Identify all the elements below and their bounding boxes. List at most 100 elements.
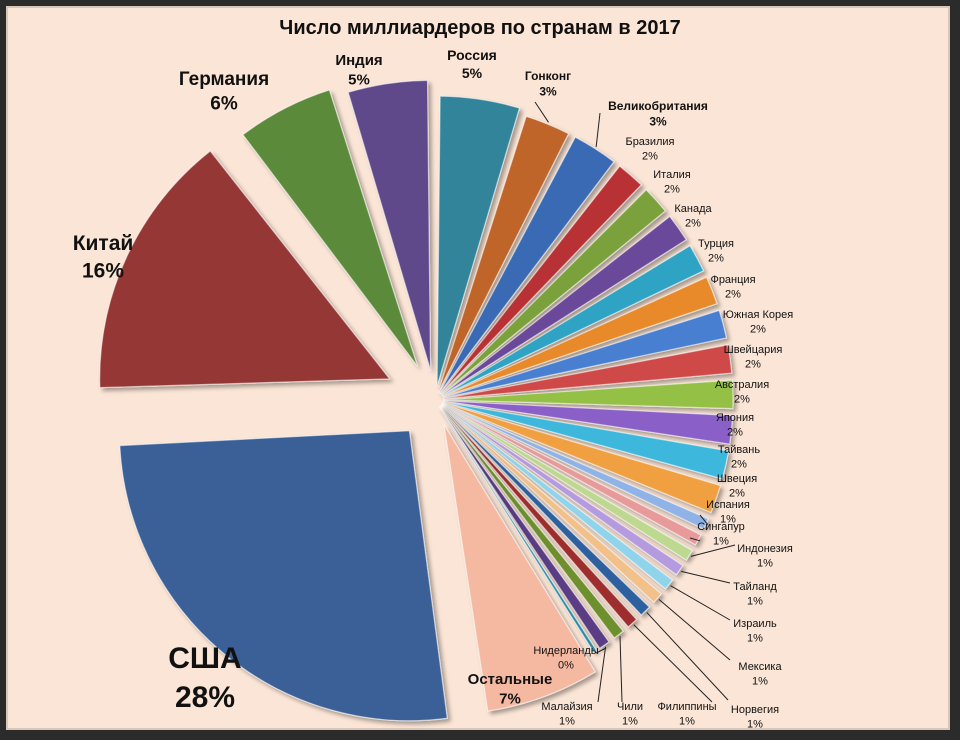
leader-line-19	[658, 599, 731, 661]
slice-value-1: 3%	[539, 85, 557, 99]
slice-value-12: 2%	[731, 458, 747, 470]
slice-label-17: Тайланд	[733, 581, 777, 593]
slice-value-25: 7%	[499, 691, 521, 708]
slice-0	[436, 95, 521, 387]
slice-value-28: 6%	[210, 94, 238, 115]
slice-label-27: Китай	[73, 232, 134, 255]
slice-value-13: 2%	[729, 487, 745, 499]
slice-value-0: 5%	[462, 65, 483, 81]
leader-line-24	[595, 647, 607, 654]
slice-value-21: 1%	[679, 715, 695, 727]
slice-value-17: 1%	[747, 595, 763, 607]
slice-9	[442, 344, 733, 400]
slice-label-10: Австралия	[715, 379, 769, 391]
slice-value-19: 1%	[752, 675, 768, 687]
slice-17	[441, 404, 684, 576]
leader-line-2	[595, 112, 601, 148]
slice-14	[442, 402, 710, 530]
slice-value-27: 16%	[82, 259, 124, 282]
slice-label-6: Турция	[698, 238, 734, 250]
slice-13	[442, 402, 722, 514]
slice-1	[437, 115, 570, 393]
slice-value-26: 28%	[175, 681, 235, 714]
slice-label-4: Италия	[653, 169, 691, 181]
leader-line-23	[597, 646, 607, 703]
slice-8	[442, 309, 728, 399]
slice-19	[440, 404, 663, 604]
leader-line-17	[681, 570, 731, 584]
slice-value-8: 2%	[750, 323, 766, 335]
slice-value-11: 2%	[727, 426, 743, 438]
slice-16	[441, 403, 694, 561]
slice-label-11: Япония	[716, 412, 754, 424]
slice-label-23: Малайзия	[541, 701, 592, 713]
slice-11	[442, 400, 734, 445]
leader-line-16	[690, 544, 736, 557]
slice-value-6: 2%	[708, 252, 724, 264]
slice-27	[99, 150, 391, 389]
leader-lines	[534, 101, 736, 703]
slice-label-2: Великобритания	[608, 99, 708, 113]
slice-value-22: 1%	[622, 715, 638, 727]
slice-label-26: США	[168, 642, 241, 675]
slice-label-25: Остальные	[468, 671, 553, 688]
slice-label-8: Южная Корея	[723, 309, 793, 321]
leader-line-18	[670, 585, 731, 621]
slice-7	[442, 276, 718, 398]
slice-label-16: Индонезия	[737, 543, 793, 555]
slice-23	[439, 406, 610, 650]
slice-label-7: Франция	[710, 274, 755, 286]
slice-label-15: Сингапур	[697, 521, 745, 533]
slice-value-20: 1%	[747, 718, 763, 730]
slice-2	[438, 136, 615, 394]
slice-value-10: 2%	[734, 393, 750, 405]
slice-label-14: Испания	[706, 499, 750, 511]
slice-value-16: 1%	[757, 557, 773, 569]
slice-20	[440, 405, 651, 616]
slice-labels: Россия 5% Гонконг 3% Великобритания 3% Бразили…	[73, 47, 794, 730]
leader-line-22	[619, 636, 623, 703]
leader-line-21	[633, 624, 713, 703]
slice-12	[442, 401, 730, 480]
slice-10	[442, 379, 734, 410]
leader-line-1	[534, 101, 549, 123]
slice-25	[443, 424, 597, 712]
slice-label-24: Нидерланды	[533, 645, 598, 657]
slice-value-24: 0%	[558, 659, 574, 671]
slice-label-3: Бразилия	[625, 136, 674, 148]
slice-value-23: 1%	[559, 715, 575, 727]
slice-value-14: 1%	[720, 513, 736, 525]
slice-label-9: Швейцария	[724, 344, 783, 356]
leader-line-15	[689, 537, 701, 542]
slice-5	[441, 215, 688, 396]
slice-26	[119, 430, 448, 722]
slice-label-28: Германия	[179, 69, 269, 90]
slice-label-21: Филиппины	[657, 701, 716, 713]
leader-line-20	[646, 612, 729, 701]
chart-title: Число миллиардеров по странам в 2017	[279, 17, 680, 39]
slice-label-1: Гонконг	[525, 69, 571, 83]
slice-label-22: Чили	[617, 701, 643, 713]
slice-value-2: 3%	[649, 115, 667, 129]
slice-value-15: 1%	[713, 535, 729, 547]
slice-6	[441, 244, 705, 397]
slice-label-13: Швеция	[717, 473, 757, 485]
slice-21	[439, 405, 638, 628]
slice-label-5: Канада	[674, 203, 712, 215]
slice-label-12: Тайвань	[718, 444, 760, 456]
leader-line-14	[699, 514, 709, 526]
slice-18	[440, 404, 674, 590]
slice-29	[347, 79, 432, 371]
slice-label-20: Норвегия	[731, 704, 779, 716]
slice-22	[439, 405, 624, 639]
slice-value-4: 2%	[664, 183, 680, 195]
slice-value-5: 2%	[685, 217, 701, 229]
slice-value-3: 2%	[642, 150, 658, 162]
slice-28	[242, 89, 419, 367]
slice-label-19: Мексика	[738, 661, 782, 673]
slice-label-18: Израиль	[733, 618, 777, 630]
slice-24	[438, 406, 598, 654]
slice-value-18: 1%	[747, 632, 763, 644]
slice-3	[439, 165, 643, 395]
